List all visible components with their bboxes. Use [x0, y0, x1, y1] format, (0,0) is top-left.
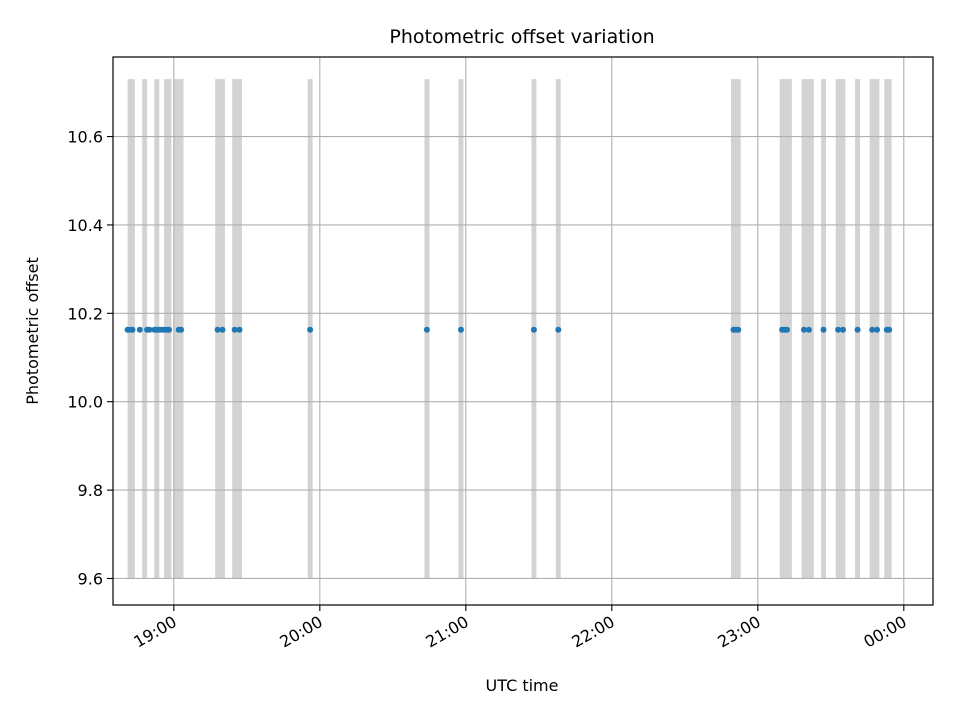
y-tick-label: 10.0	[67, 393, 103, 412]
data-point	[820, 326, 827, 333]
grid-lines	[113, 57, 933, 605]
data-point	[735, 326, 742, 333]
data-point	[805, 326, 812, 333]
y-tick-label: 10.6	[67, 128, 103, 147]
x-axis-label: UTC time	[486, 676, 559, 695]
data-point	[307, 326, 314, 333]
data-point	[886, 326, 893, 333]
data-point	[423, 326, 430, 333]
data-point	[530, 326, 537, 333]
data-point	[874, 326, 880, 333]
data-point	[136, 326, 143, 333]
y-tick-label: 9.8	[78, 481, 103, 500]
data-point	[784, 326, 790, 333]
y-axis-ticks: 9.6 9.8 10.0 10.2 10.4 10.6	[67, 128, 113, 588]
data-point	[458, 326, 464, 333]
data-point	[214, 326, 221, 333]
plot-frame	[112, 56, 934, 606]
data-point	[219, 326, 226, 333]
data-point	[869, 326, 876, 333]
data-point	[555, 326, 562, 333]
data-point	[166, 326, 172, 333]
data-point	[129, 326, 136, 333]
data-point	[854, 326, 861, 333]
data-point	[840, 326, 846, 333]
data-point	[236, 326, 243, 333]
data-point	[146, 326, 153, 333]
y-tick-label: 10.4	[67, 216, 103, 235]
data-point	[231, 326, 238, 333]
data-point	[801, 326, 807, 333]
data-point	[178, 326, 185, 333]
chart-title: Photometric offset variation	[389, 26, 654, 48]
data-point	[835, 326, 842, 333]
y-tick-label: 10.2	[67, 304, 103, 323]
y-axis-label: Photometric offset	[23, 257, 42, 405]
data-points	[124, 326, 893, 333]
y-tick-label: 9.6	[78, 569, 103, 588]
